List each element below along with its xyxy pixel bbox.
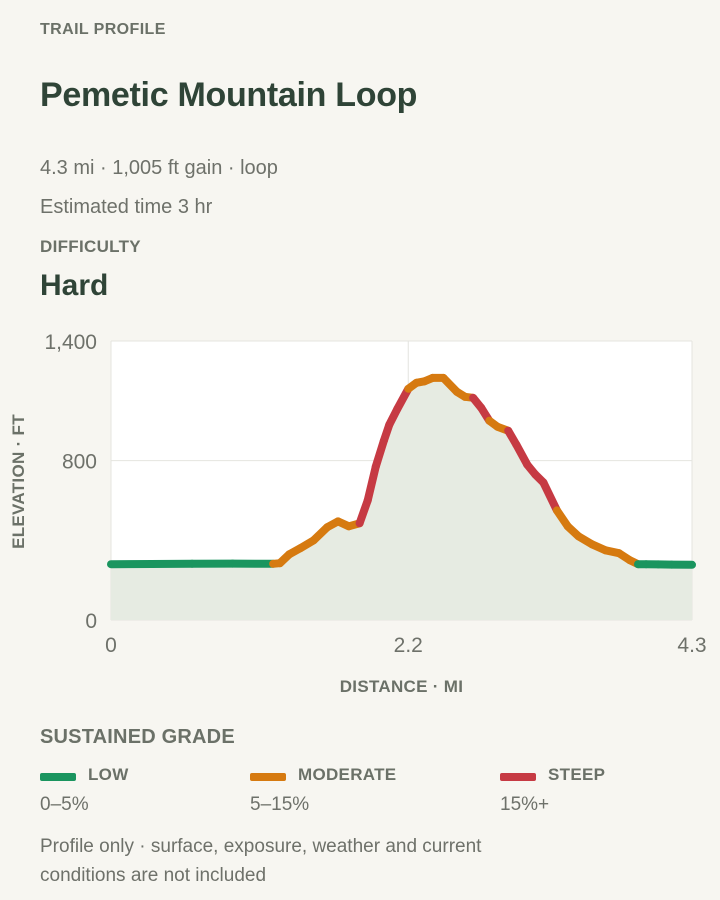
difficulty-label: DIFFICULTY xyxy=(40,237,141,256)
legend-range-steep: 15%+ xyxy=(500,794,550,815)
legend-swatch-moderate xyxy=(250,773,286,781)
grade-legend-title: SUSTAINED GRADE xyxy=(40,726,235,748)
legend-name-steep: STEEP xyxy=(548,765,606,784)
x-tick-label: 2.2 xyxy=(394,634,423,657)
x-tick-label: 0 xyxy=(105,634,117,657)
legend-swatch-steep xyxy=(500,773,536,781)
y-tick-label: 0 xyxy=(85,610,97,633)
difficulty-value: Hard xyxy=(40,269,109,302)
legend-range-moderate: 5–15% xyxy=(250,794,310,815)
estimated-time: Estimated time 3 hr xyxy=(40,196,213,218)
elevation-profile-chart: 0 800 1,400 0 2.2 4.3 DISTANCE · MI ELEVATION ·… xyxy=(9,331,707,696)
legend-name-low: LOW xyxy=(88,765,129,784)
legend-name-moderate: MODERATE xyxy=(298,765,397,784)
x-tick-label: 4.3 xyxy=(677,634,706,657)
y-axis-title: ELEVATION · FT xyxy=(9,414,28,549)
profile-segment-steep xyxy=(539,478,561,515)
profile-segment-steep xyxy=(355,496,372,528)
x-axis-title: DISTANCE · MI xyxy=(340,677,464,696)
profile-segment-steep xyxy=(371,436,388,471)
profile-disclaimer: Profile only · surface, exposure, weathe… xyxy=(40,836,482,886)
section-eyebrow: TRAIL PROFILE xyxy=(40,21,166,38)
y-tick-label: 1,400 xyxy=(44,331,97,354)
elevation-area xyxy=(111,377,692,620)
legend-swatch-low xyxy=(40,773,76,781)
trail-stats: 4.3 mi · 1,005 ft gain · loop xyxy=(40,157,278,179)
y-tick-label: 800 xyxy=(62,451,97,474)
trail-title: Pemetic Mountain Loop xyxy=(40,76,418,114)
profile-segment-steep xyxy=(363,462,380,505)
legend-range-low: 0–5% xyxy=(40,794,89,815)
